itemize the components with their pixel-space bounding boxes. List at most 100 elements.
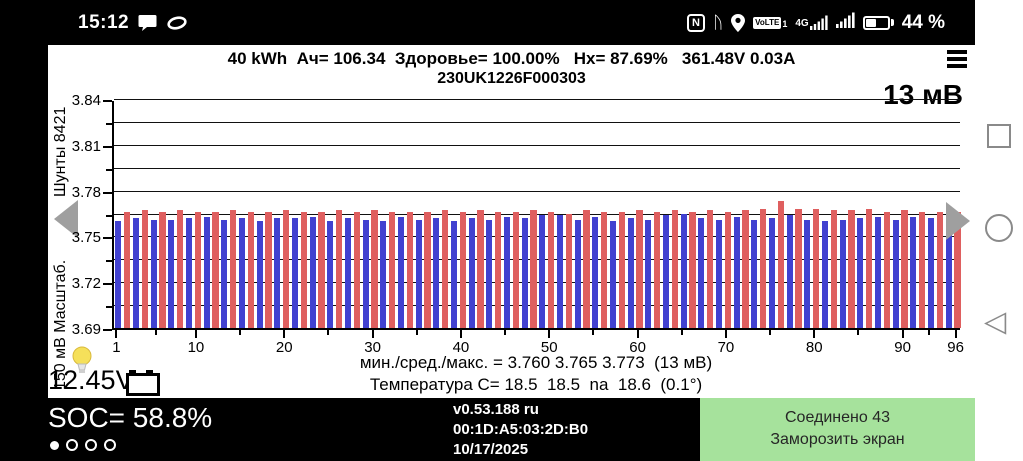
cell-bar (919, 211, 926, 328)
cell-bar (874, 216, 882, 328)
cell-bar (777, 201, 784, 328)
signal-sim1-icon: 4G (795, 15, 828, 30)
cell-bar (539, 215, 546, 328)
cell-bar (760, 208, 767, 328)
cell-bar (353, 211, 360, 328)
cell-bar (442, 210, 449, 328)
cell-bar (397, 216, 405, 328)
cell-bar (459, 211, 466, 328)
x-tick-label: 90 (894, 339, 911, 356)
cell-bar (115, 221, 122, 328)
x-tick-minor (327, 330, 330, 335)
x-tick-label: 96 (947, 339, 964, 356)
cell-bar (221, 219, 228, 328)
cell-bar (592, 216, 599, 328)
cell-bar (574, 219, 581, 328)
cell-bar (168, 219, 175, 328)
cell-bar (724, 211, 731, 328)
x-tick-label: 70 (717, 339, 735, 356)
cell-bar (424, 211, 431, 328)
cell-bar (415, 219, 422, 328)
cell-bar (477, 210, 484, 328)
cell-bar (336, 210, 343, 328)
back-button[interactable]: ◁ (984, 306, 1007, 338)
page-dot-active (50, 440, 59, 450)
x-tick-major (371, 330, 374, 338)
page-indicator (50, 439, 116, 451)
battery-status-icon (862, 15, 894, 30)
cell-delta-label: 13 мВ (883, 79, 963, 110)
cell-bar (645, 219, 652, 328)
gridline (114, 99, 960, 100)
x-tick-label: 20 (275, 339, 293, 356)
cell-bar (194, 211, 201, 328)
x-tick-minor (592, 330, 595, 335)
home-button[interactable] (985, 214, 1013, 242)
cell-bar (671, 210, 678, 328)
aux-battery-icon (126, 370, 160, 396)
cell-bar (486, 219, 493, 328)
cell-bar (283, 210, 290, 328)
gridline (114, 282, 960, 284)
cell-bar (583, 210, 590, 328)
mac-address: 00:1D:A5:03:2D:B0 (453, 421, 589, 438)
cell-bar (159, 211, 166, 328)
chat-notification-icon (138, 15, 157, 31)
page-dot[interactable] (85, 439, 97, 451)
cell-bar (892, 219, 899, 328)
x-tick-major (813, 330, 816, 338)
cell-bar (521, 218, 528, 328)
scroll-left-icon[interactable] (54, 200, 78, 238)
cell-bar (654, 211, 661, 328)
cell-bar (291, 218, 299, 328)
cell-bar (680, 213, 687, 328)
scroll-right-icon[interactable] (946, 202, 970, 240)
bluetooth-icon: ᚢ (712, 13, 724, 32)
gridline (114, 213, 960, 215)
cell-bar (141, 210, 148, 328)
x-tick-label: 80 (805, 339, 823, 356)
page-dot[interactable] (104, 439, 116, 451)
cell-bar (150, 219, 157, 328)
cell-bar (821, 221, 829, 328)
cell-bar (230, 210, 237, 328)
cell-bar (362, 219, 369, 328)
freeze-screen-button[interactable]: Соединено 43 Заморозить экран (700, 398, 975, 461)
cell-bar (247, 211, 254, 328)
cell-bar (936, 211, 943, 328)
battery-percent: 44 % (901, 11, 945, 33)
cell-stats-line: мин./сред./макс. = 3.760 3.765 3.773 (13… (359, 353, 713, 372)
menu-icon[interactable] (947, 50, 967, 71)
cell-bar (883, 211, 890, 328)
cell-bar (768, 218, 776, 328)
cell-bar (715, 219, 723, 328)
temperature-line: Температура C= 18.5 18.5 na 18.6 (0.1°) (369, 375, 703, 394)
cell-bar (450, 221, 458, 328)
cell-bar (848, 210, 855, 328)
status-bar: 15:12 N ᚢ VoLTE 1 4G (0, 0, 975, 45)
cell-bar (945, 219, 952, 328)
cell-bar (371, 210, 378, 328)
cell-bar (901, 210, 908, 328)
cell-bar (274, 218, 281, 328)
cell-bar (618, 211, 625, 328)
y-tick-label: 3.84 (71, 92, 101, 109)
cell-bar (698, 218, 705, 328)
plot-area[interactable] (112, 99, 961, 330)
x-tick-major (548, 330, 551, 338)
y-tick-major (103, 283, 112, 286)
cell-bar (627, 218, 634, 328)
cell-bar (212, 211, 219, 328)
signal-sim2-icon (835, 12, 855, 33)
y-tick-label: 3.69 (71, 321, 101, 338)
location-icon (731, 13, 746, 32)
soc-value: SOC= 58.8% (48, 402, 213, 433)
date: 10/17/2025 (453, 441, 529, 458)
cell-bar (256, 221, 263, 328)
recents-button[interactable] (987, 124, 1011, 148)
cell-bar (804, 219, 811, 328)
cell-bar (733, 216, 740, 328)
page-dot[interactable] (66, 439, 78, 451)
cell-bar (265, 211, 272, 328)
cell-bar (177, 210, 184, 328)
